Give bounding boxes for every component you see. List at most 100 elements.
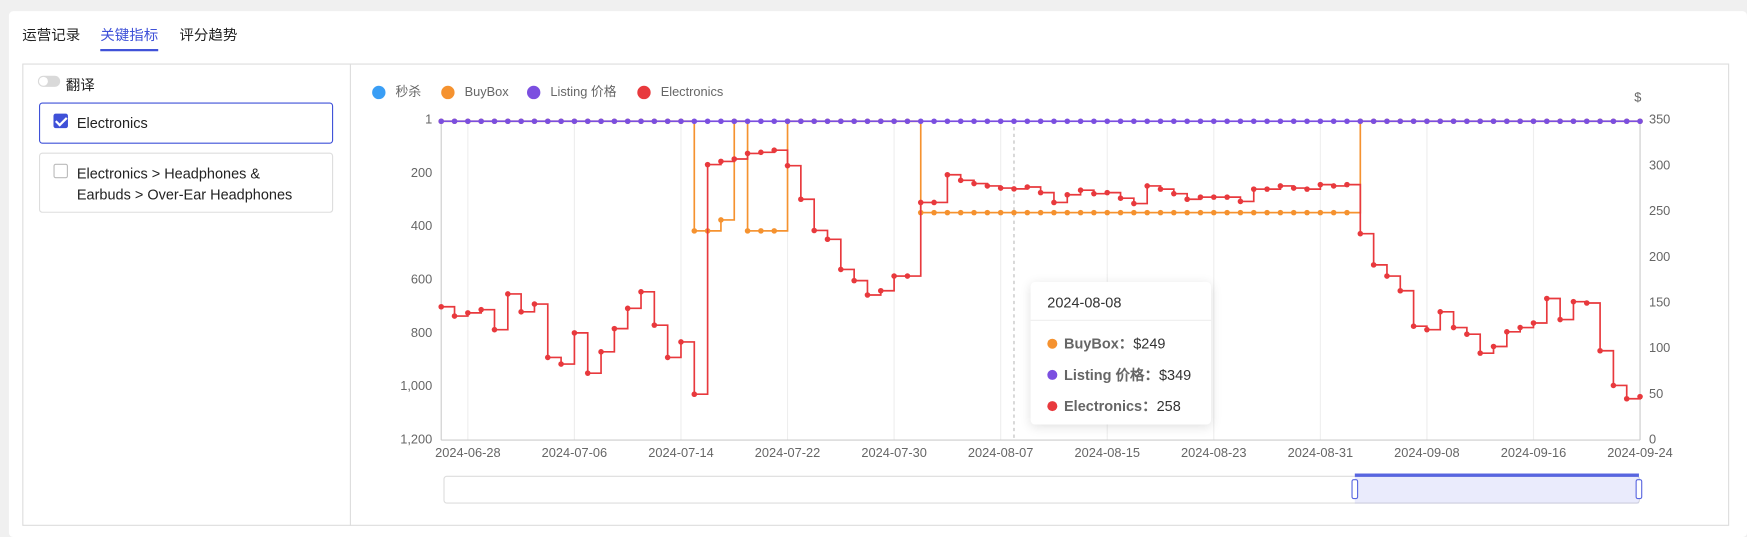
tooltip-label: BuyBox： xyxy=(1064,335,1134,353)
data-point xyxy=(1544,295,1550,302)
data-point xyxy=(465,118,471,125)
data-point xyxy=(505,118,511,125)
data-point xyxy=(1344,181,1350,188)
data-point xyxy=(505,291,511,297)
data-point xyxy=(1197,194,1204,200)
zoom-handle[interactable] xyxy=(1351,479,1359,500)
x-tick-label: 2024-07-30 xyxy=(861,445,926,460)
data-point xyxy=(1211,118,1217,125)
tooltip-label: Electronics： xyxy=(1064,397,1157,415)
data-point xyxy=(531,118,538,125)
zoom-handle[interactable] xyxy=(1635,479,1643,500)
data-point xyxy=(1597,118,1603,125)
data-point xyxy=(744,118,751,125)
data-point xyxy=(1330,118,1337,125)
data-point xyxy=(1091,209,1097,216)
panel xyxy=(22,63,1730,526)
data-point xyxy=(1397,118,1404,125)
data-point xyxy=(1064,191,1071,198)
tooltip-item: Listing 价格：$349 xyxy=(1047,363,1191,384)
filter-label: Electronics > Headphones & Earbuds > Ove… xyxy=(76,164,293,203)
step-segment xyxy=(534,303,549,358)
data-point xyxy=(718,217,724,223)
data-point xyxy=(824,236,831,243)
data-point xyxy=(1077,187,1084,193)
tooltip: 2024-08-08 BuyBox：$249 Listing 价格：$349 Ele… xyxy=(1030,281,1212,425)
data-point xyxy=(1570,298,1577,305)
data-point xyxy=(1224,118,1230,125)
tooltip-dot xyxy=(1047,338,1058,349)
translate-toggle[interactable] xyxy=(37,75,61,87)
step-segment xyxy=(680,120,696,231)
tab[interactable]: 评分趋势 xyxy=(179,26,238,44)
data-point xyxy=(1024,209,1031,216)
y-tick-label: 600 xyxy=(411,271,432,286)
data-point xyxy=(1117,118,1124,125)
data-point xyxy=(971,118,977,125)
data-point xyxy=(1197,118,1204,125)
data-point xyxy=(891,118,897,125)
data-point xyxy=(1304,209,1310,216)
data-point xyxy=(1064,209,1071,216)
category-filter[interactable]: Electronics > Headphones & Earbuds > Ove… xyxy=(38,152,334,213)
divider xyxy=(349,63,351,526)
data-point xyxy=(438,118,444,125)
tooltip-value: $249 xyxy=(1133,335,1166,353)
data-point xyxy=(744,150,751,157)
data-point xyxy=(1104,209,1111,216)
step-segment xyxy=(1466,333,1482,354)
step-segment xyxy=(1426,311,1442,331)
data-point xyxy=(1410,118,1417,125)
step-segment xyxy=(694,164,709,396)
checkbox[interactable] xyxy=(53,163,68,179)
x-tick-label: 2024-08-07 xyxy=(968,445,1033,460)
step-segment xyxy=(774,121,789,232)
data-point xyxy=(811,118,817,125)
step-segment xyxy=(481,308,496,330)
zoom-selection[interactable] xyxy=(1354,473,1639,504)
data-point xyxy=(478,306,484,313)
step-segment xyxy=(667,341,682,359)
tab[interactable]: 运营记录 xyxy=(22,26,81,44)
data-point xyxy=(571,118,578,125)
step-segment xyxy=(1386,275,1402,291)
x-tick-label: 2024-09-16 xyxy=(1501,445,1566,460)
data-point xyxy=(1277,118,1284,125)
card xyxy=(8,11,1747,537)
step-segment xyxy=(907,120,922,213)
data-point xyxy=(678,339,684,345)
step-segment xyxy=(561,332,576,365)
legend-label: BuyBox xyxy=(465,84,510,99)
data-point xyxy=(1171,118,1177,125)
data-point xyxy=(1184,196,1190,203)
category-filter[interactable]: Electronics xyxy=(38,102,334,144)
data-point xyxy=(1131,200,1137,207)
data-point xyxy=(1131,118,1137,125)
data-point xyxy=(478,118,484,125)
data-point xyxy=(1264,118,1270,125)
data-point xyxy=(518,309,524,315)
data-point xyxy=(891,273,897,279)
step-segment xyxy=(1240,189,1255,203)
legend-marker xyxy=(372,85,386,100)
data-point xyxy=(571,330,578,336)
y2-tick-label: 350 xyxy=(1649,112,1670,127)
data-point xyxy=(1597,347,1603,354)
data-point xyxy=(558,118,564,125)
data-point xyxy=(1410,323,1417,330)
data-point xyxy=(1024,184,1031,190)
data-point xyxy=(638,289,644,295)
checkbox[interactable] xyxy=(53,113,68,129)
tab[interactable]: 关键指标 xyxy=(100,23,159,52)
data-point xyxy=(558,361,564,367)
step-segment xyxy=(1400,289,1415,327)
step-segment xyxy=(1040,191,1055,203)
data-point xyxy=(1091,118,1097,125)
data-point xyxy=(704,118,711,125)
data-point xyxy=(1051,118,1057,125)
y2-tick-label: 0 xyxy=(1649,431,1656,446)
data-point xyxy=(931,209,937,216)
step-segment xyxy=(907,202,922,277)
data-point xyxy=(691,228,698,234)
